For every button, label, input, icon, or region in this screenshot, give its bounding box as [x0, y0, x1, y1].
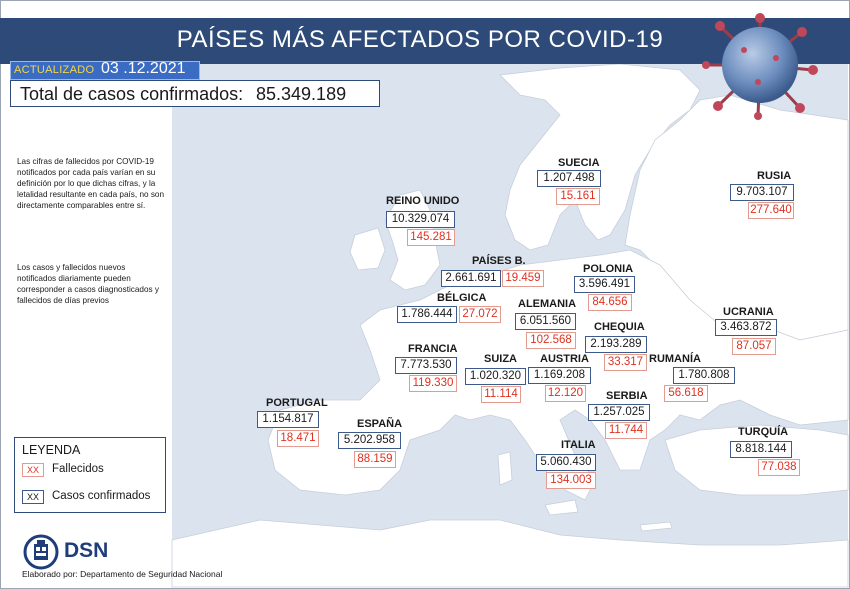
cases-value-serbia: 1.257.025	[588, 404, 650, 421]
deaths-value-rusia: 277.640	[748, 202, 794, 219]
deaths-value-suiza: 11.114	[481, 386, 521, 403]
deaths-value-chequia: 33.317	[604, 354, 647, 371]
country-name-chequia: CHEQUIA	[594, 321, 645, 333]
country-name-reino-unido: REINO UNIDO	[386, 195, 460, 207]
cases-value-chequia: 2.193.289	[585, 336, 647, 353]
total-cases-box	[10, 80, 380, 107]
ireland-land	[349, 227, 386, 271]
legend-title: LEYENDA	[22, 443, 81, 457]
cases-value-belgica: 1.786.444	[397, 306, 457, 323]
total-cases-label: Total de casos confirmados:	[20, 84, 244, 104]
legend-cases-label: Casos confirmados	[52, 490, 151, 502]
legend-cases-swatch: XX	[22, 490, 44, 504]
cases-value-reino-unido: 10.329.074	[386, 211, 455, 228]
coronavirus-icon	[702, 13, 818, 120]
country-name-espana: ESPAÑA	[357, 418, 403, 430]
updated-date: 03 .12.2021	[101, 60, 186, 77]
country-name-polonia: POLONIA	[583, 263, 634, 275]
country-name-turquia: TURQUÍA	[738, 426, 789, 438]
country-name-alemania: ALEMANIA	[518, 298, 577, 310]
cases-value-polonia: 3.596.491	[574, 276, 635, 293]
country-name-belgica: BÉLGICA	[437, 292, 487, 304]
country-name-italia: ITALIA	[561, 439, 596, 451]
updated-banner	[10, 61, 200, 80]
dsn-emblem-icon	[23, 534, 59, 570]
note-deaths-definition: Las cifras de fallecidos por COVID-19 no…	[17, 157, 165, 210]
country-name-rumania: RUMANÍA	[649, 353, 701, 365]
cases-value-francia: 7.773.530	[395, 357, 457, 374]
title-bar	[0, 18, 850, 64]
cases-value-alemania: 6.051.560	[515, 313, 576, 330]
cases-value-rusia: 9.703.107	[730, 184, 794, 201]
deaths-value-turquia: 77.038	[758, 459, 800, 476]
country-name-paises-bajos: PAÍSES B.	[472, 255, 526, 267]
cases-value-italia: 5.060.430	[536, 454, 596, 471]
deaths-value-polonia: 84.656	[588, 294, 632, 311]
deaths-value-reino-unido: 145.281	[407, 229, 455, 246]
turkey-land	[664, 424, 849, 496]
cases-value-rumania: 1.780.808	[673, 367, 735, 384]
footer-credit: Elaborado por: Departamento de Seguridad…	[22, 569, 223, 579]
country-name-ucrania: UCRANIA	[723, 306, 774, 318]
country-name-portugal: PORTUGAL	[266, 397, 328, 409]
country-name-suiza: SUIZA	[484, 353, 517, 365]
deaths-value-alemania: 102.568	[526, 332, 576, 349]
updated-label: ACTUALIZADO	[14, 64, 95, 76]
deaths-value-paises-bajos: 19.459	[502, 270, 544, 287]
deaths-value-francia: 119.330	[409, 375, 457, 392]
cases-value-espana: 5.202.958	[338, 432, 401, 449]
legend-deaths-swatch: XX	[22, 463, 44, 477]
scandinavia-land	[499, 63, 701, 251]
deaths-value-serbia: 11.744	[605, 422, 647, 439]
deaths-value-espana: 88.159	[354, 451, 396, 468]
country-name-austria: AUSTRIA	[540, 353, 589, 365]
total-cases-value: 85.349.189	[256, 84, 347, 104]
dsn-logo-text: DSN	[64, 539, 109, 562]
country-name-francia: FRANCIA	[408, 343, 458, 355]
cases-value-portugal: 1.154.817	[257, 411, 319, 428]
deaths-value-ucrania: 87.057	[732, 338, 776, 355]
cases-value-turquia: 8.818.144	[730, 441, 792, 458]
sardinia-island	[497, 451, 513, 486]
country-name-serbia: SERBIA	[606, 390, 648, 402]
cases-value-suecia: 1.207.498	[537, 170, 601, 187]
cases-value-austria: 1.169.208	[528, 367, 591, 384]
deaths-value-italia: 134.003	[546, 472, 596, 489]
page-title: PAÍSES MÁS AFECTADOS POR COVID-19	[176, 26, 664, 53]
sicily-island	[544, 499, 579, 516]
note-daily-reports: Los casos y fallecidos nuevos notificado…	[17, 263, 159, 305]
cases-value-ucrania: 3.463.872	[715, 319, 777, 336]
deaths-value-austria: 12.120	[545, 385, 586, 402]
country-name-suecia: SUECIA	[558, 157, 600, 169]
legend-deaths-label: Fallecidos	[52, 463, 104, 475]
north-africa-land	[171, 519, 849, 588]
crete-island	[639, 521, 673, 532]
country-name-rusia: RUSIA	[757, 170, 792, 182]
cases-value-paises-bajos: 2.661.691	[441, 270, 501, 287]
deaths-value-suecia: 15.161	[556, 188, 600, 205]
cases-value-suiza: 1.020.320	[465, 368, 526, 385]
deaths-value-belgica: 27.072	[459, 306, 501, 323]
deaths-value-portugal: 18.471	[277, 430, 319, 447]
deaths-value-rumania: 56.618	[664, 385, 708, 402]
